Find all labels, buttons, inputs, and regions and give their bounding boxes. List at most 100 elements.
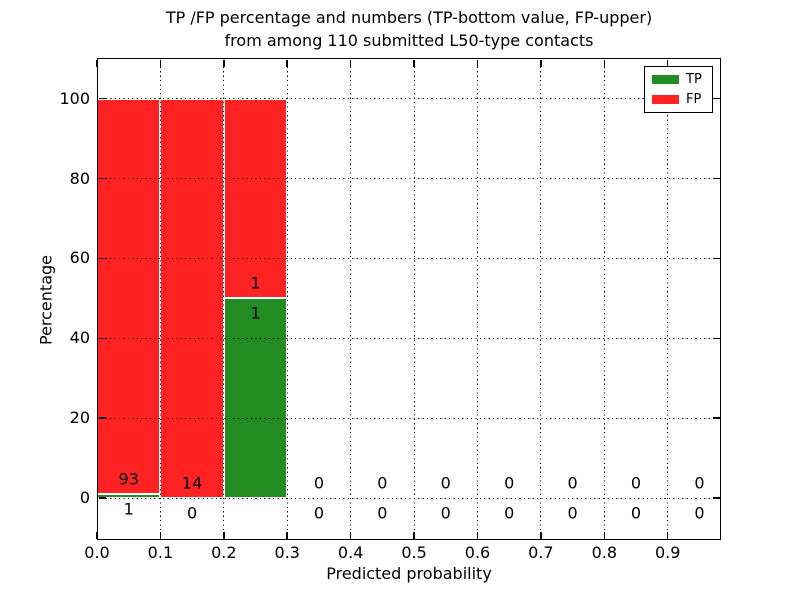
grid-line-x-0.6 — [476, 58, 478, 540]
x-tick-label-0.5: 0.5 — [401, 543, 427, 562]
grid-line-y-100 — [97, 98, 721, 100]
fp-count-label-0.2-0.3: 1 — [250, 273, 261, 293]
x-tick-label-0.9: 0.9 — [654, 543, 681, 562]
fp-count-label-0.0-0.1: 93 — [118, 469, 139, 489]
chart-title-line1: TP /FP percentage and numbers (TP-bottom… — [165, 8, 653, 27]
grid-line-x-0.9 — [667, 58, 669, 540]
tick-right-80 — [712, 177, 720, 180]
tp-count-label-0.0-0.1: 1 — [123, 499, 134, 519]
tick-bottom-0.4 — [349, 531, 352, 539]
tick-bottom-0.1 — [159, 531, 162, 539]
x-tick-label-0.1: 0.1 — [147, 543, 174, 562]
tick-top-0.9 — [666, 59, 669, 67]
legend-label-fp: FP — [686, 91, 702, 107]
grid-line-y-80 — [97, 178, 721, 180]
fp-count-label-0.9-1.0: 0 — [694, 473, 705, 493]
tick-right-20 — [712, 417, 720, 419]
tp-count-label-0.6-0.7: 0 — [504, 503, 515, 523]
fp-count-label-0.8-0.9: 0 — [630, 473, 642, 493]
x-axis-label: Predicted probability — [326, 564, 492, 583]
tick-bottom-0.5 — [413, 531, 415, 539]
y-tick-label-20: 20 — [69, 408, 90, 428]
fp-count-label-0.6-0.7: 0 — [504, 473, 515, 493]
grid-line-y-60 — [97, 257, 721, 259]
tick-bottom-0 — [96, 531, 98, 539]
tick-top-0.7 — [540, 59, 542, 67]
fp-count-label-0.3-0.4: 0 — [313, 473, 325, 493]
legend-swatch-fp — [652, 94, 679, 104]
tick-top-0.3 — [286, 59, 288, 67]
tp-count-label-0.4-0.5: 0 — [377, 503, 388, 523]
tp-count-label-0.7-0.8: 0 — [567, 503, 578, 523]
grid-line-x-0.3 — [286, 58, 288, 540]
tick-left-40 — [98, 337, 106, 340]
tick-right-40 — [712, 337, 720, 340]
legend-row-tp: TP — [652, 73, 712, 86]
fp-count-label-0.5-0.6: 0 — [440, 473, 451, 493]
tp-count-label-0.9-1.0: 0 — [694, 503, 705, 523]
grid-line-y-40 — [97, 337, 721, 339]
tick-right-60 — [712, 257, 720, 260]
chart-title-line2: from among 110 submitted L50-type contac… — [224, 31, 594, 50]
tick-top-0 — [96, 59, 98, 67]
tick-top-0.8 — [603, 59, 606, 67]
tick-bottom-0.6 — [476, 531, 479, 539]
tp-count-label-0.5-0.6: 0 — [440, 503, 451, 523]
plot-area: TP FP 93 1 14 0 1 1 0 0 0 0 0 0 0 0 0 0 0 0 0 0 — [96, 58, 721, 540]
tp-count-label-0.1-0.2: 0 — [187, 503, 198, 523]
tick-left-100 — [98, 97, 106, 100]
y-axis-label: Percentage — [36, 254, 56, 346]
y-tick-label-80: 80 — [69, 168, 90, 188]
tick-right-0 — [712, 497, 720, 499]
y-tick-label-100: 100 — [59, 88, 90, 108]
x-tick-label-0.7: 0.7 — [528, 543, 554, 562]
tick-right-100 — [712, 97, 720, 100]
tick-left-20 — [98, 417, 106, 419]
tick-top-0.2 — [223, 59, 225, 67]
legend-swatch-tp — [652, 75, 679, 85]
bar-segment-fp-0.1-0.2 — [160, 98, 224, 499]
grid-line-x-0.1 — [159, 58, 161, 540]
x-tick-label-0.3: 0.3 — [274, 543, 300, 562]
chart-title: TP /FP percentage and numbers (TP-bottom… — [97, 6, 721, 52]
tp-count-label-0.8-0.9: 0 — [630, 503, 642, 523]
grid-line-x-0.5 — [413, 58, 415, 540]
bar-segment-fp-0.2-0.3 — [223, 98, 288, 299]
fp-count-label-0.4-0.5: 0 — [377, 473, 388, 493]
x-tick-label-0.4: 0.4 — [337, 543, 364, 562]
bar-segment-fp-0.0-0.1 — [97, 98, 161, 494]
tick-top-0.4 — [349, 59, 352, 67]
tick-bottom-0.8 — [603, 531, 606, 539]
tick-left-60 — [98, 257, 106, 260]
x-tick-label-0.0: 0.0 — [84, 543, 110, 562]
fp-count-label-0.7-0.8: 0 — [567, 473, 578, 493]
legend: TP FP — [644, 66, 713, 113]
y-tick-label-60: 60 — [69, 248, 90, 268]
grid-line-x-0.4 — [350, 58, 352, 540]
grid-line-x-0.7 — [540, 58, 542, 540]
legend-label-tp: TP — [686, 72, 702, 88]
tp-count-label-0.2-0.3: 1 — [250, 303, 261, 323]
tick-top-0.6 — [476, 59, 479, 67]
tick-bottom-0.3 — [286, 531, 288, 539]
grid-line-y-20 — [97, 417, 721, 419]
x-tick-label-0.6: 0.6 — [464, 543, 491, 562]
bar-segment-tp-0.2-0.3 — [223, 298, 288, 499]
tick-bottom-0.9 — [666, 531, 669, 539]
x-tick-label-0.8: 0.8 — [591, 543, 618, 562]
grid-line-y-0 — [97, 497, 721, 499]
y-tick-label-0: 0 — [79, 488, 90, 508]
tick-top-0.1 — [159, 59, 162, 67]
tp-count-label-0.3-0.4: 0 — [313, 503, 325, 523]
tick-left-0 — [98, 497, 106, 499]
tick-bottom-0.7 — [540, 531, 542, 539]
legend-row-fp: FP — [652, 93, 712, 106]
tick-bottom-0.2 — [223, 531, 225, 539]
fp-count-label-0.1-0.2: 14 — [181, 473, 203, 493]
y-tick-label-40: 40 — [69, 328, 90, 348]
x-tick-label-0.2: 0.2 — [211, 543, 237, 562]
tick-top-0.5 — [413, 59, 415, 67]
grid-line-x-0.8 — [603, 58, 605, 540]
grid-line-x-0.2 — [223, 58, 225, 540]
